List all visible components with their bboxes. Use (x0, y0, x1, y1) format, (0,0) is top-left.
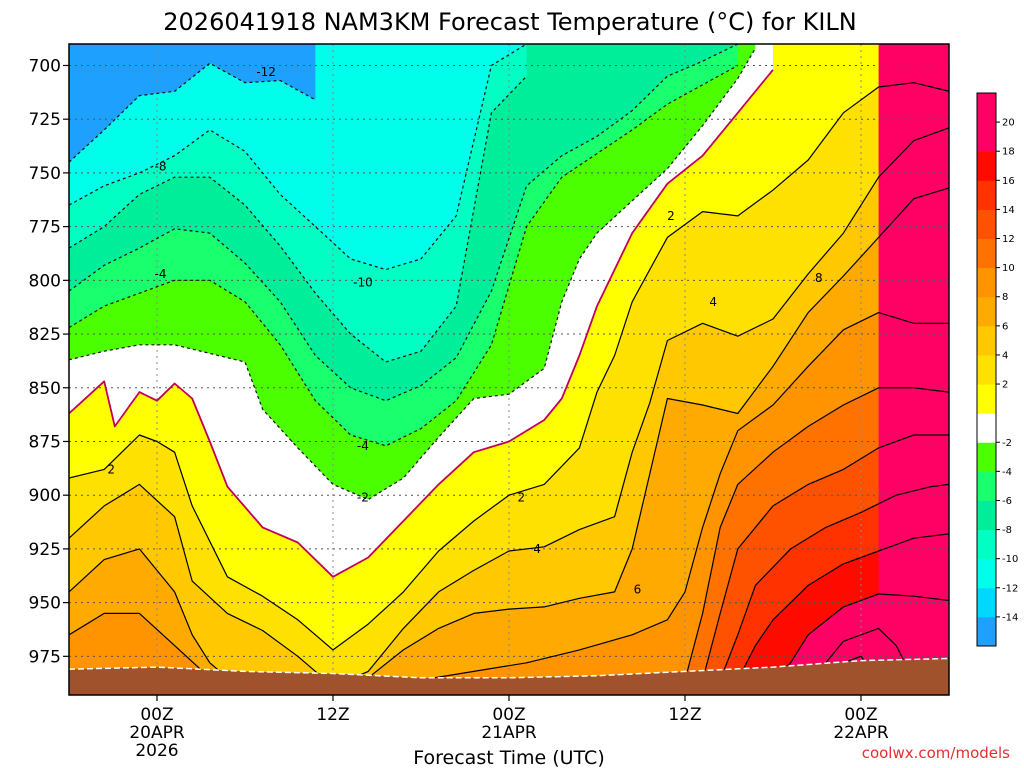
isotherm-line (684, 387, 949, 681)
colorbar-label: 16 (1002, 176, 1015, 187)
y-tick-label: 975 (29, 647, 61, 667)
isotherm-line (69, 127, 949, 687)
contour-label: 6 (634, 583, 642, 597)
ground-surface (69, 657, 949, 695)
isotherm-line (702, 434, 949, 681)
x-tick-label: 20APR (129, 723, 185, 743)
contour-label: -10 (353, 275, 373, 289)
contour-label: -4 (357, 439, 369, 453)
colorbar-swatch (977, 122, 996, 152)
contour-label: -8 (155, 159, 167, 173)
colorbar-swatch (977, 529, 996, 560)
isotherm-line (69, 69, 774, 578)
colorbar-label: -8 (1002, 525, 1012, 536)
y-axis: 700 725 750 775 800 825 850 875 900 925 950 975 (29, 56, 69, 667)
colorbar-label: 2 (1002, 380, 1008, 391)
contour-label: -12 (256, 65, 276, 79)
contour-label: 2 (107, 462, 115, 476)
colorbar-swatch (977, 296, 996, 327)
contour-label: 8 (815, 271, 823, 285)
colorbar-label: -12 (1002, 583, 1018, 594)
colorbar-swatch (977, 151, 996, 181)
x-tick-label: 00Z (844, 705, 877, 725)
colorbar-label: 20 (1002, 118, 1015, 129)
colorbar-frame (976, 92, 997, 647)
x-tick-label: 21APR (481, 723, 537, 743)
colorbar-label: 12 (1002, 234, 1015, 245)
colorbar-swatch (977, 238, 996, 269)
colorbar-swatch (977, 587, 996, 618)
colorbar-swatch (977, 354, 996, 385)
isotherm-line (719, 483, 949, 681)
contour-label: 4 (533, 542, 541, 556)
y-tick-label: 950 (29, 594, 61, 614)
colorbar-swatch (977, 471, 996, 501)
y-tick-label: 800 (29, 271, 61, 291)
colorbar-label: -4 (1002, 467, 1012, 478)
y-tick-label: 900 (29, 486, 61, 506)
colorbar-label: 4 (1002, 350, 1008, 361)
colorbar-swatch (977, 325, 996, 356)
contour-label: 4 (709, 295, 717, 309)
colorbar-label: 18 (1002, 147, 1015, 158)
contour-label: -2 (357, 490, 369, 504)
colorbar-swatch (977, 384, 996, 414)
y-tick-label: 875 (29, 432, 61, 452)
x-tick-label: 00Z (140, 705, 173, 725)
x-tick-label: 12Z (316, 705, 349, 725)
contour-labels: -12 -8 -4 -10 -4 -2 2 2 4 6 2 4 8 (107, 65, 822, 597)
contour-label: 2 (517, 490, 525, 504)
isotherm-line (69, 44, 739, 402)
colorbar-swatch (977, 209, 996, 240)
colorbar-label: 8 (1002, 292, 1008, 303)
colorbar-swatch (977, 93, 996, 123)
colorbar-swatch (977, 558, 996, 589)
x-tick-label: 12Z (668, 705, 701, 725)
ground-fill (69, 657, 949, 695)
colorbar-swatch (977, 442, 996, 472)
y-tick-label: 775 (29, 218, 61, 238)
colorbar-label: -6 (1002, 496, 1012, 507)
colorbar-swatch (977, 500, 996, 531)
colorbar-label: 6 (1002, 321, 1008, 332)
isotherm-line (69, 64, 739, 447)
isotherm-line (69, 62, 316, 163)
isotherm-line (737, 533, 949, 681)
isotherm-line (69, 75, 528, 363)
contour-label: -4 (155, 267, 167, 281)
x-axis-label: Forecast Time (UTC) (413, 747, 604, 768)
isotherm-line (69, 44, 527, 271)
y-tick-label: 700 (29, 56, 61, 76)
colorbar-swatch (977, 180, 996, 210)
colorbar-label: 10 (1002, 263, 1015, 274)
band-22 (825, 44, 949, 695)
grid-lines (69, 44, 949, 695)
colorbar-label: -10 (1002, 554, 1018, 565)
colorbar-label: -14 (1002, 612, 1018, 623)
plot-area: -12 -8 -4 -10 -4 -2 2 2 4 6 2 4 8 (69, 44, 949, 695)
y-tick-label: 750 (29, 164, 61, 184)
colorbar-label: -2 (1002, 438, 1012, 449)
isotherm-line (69, 187, 949, 687)
y-tick-label: 825 (29, 325, 61, 345)
x-tick-label: 22APR (833, 723, 889, 743)
isotherm-line (69, 82, 949, 651)
x-tick-label: 2026 (135, 741, 178, 761)
credit-text: coolwx.com/models (862, 744, 1010, 762)
colorbar-swatch (977, 413, 996, 443)
x-tick-label: 00Z (492, 705, 525, 725)
y-tick-label: 725 (29, 110, 61, 130)
colorbar-label: 14 (1002, 205, 1015, 216)
isotherm-line (772, 593, 949, 681)
colorbar: -14 -12 -10 -8 -6 -4 -2 2 4 6 8 10 12 14 16 18 20 (976, 92, 1018, 647)
y-tick-label: 850 (29, 379, 61, 399)
contour-label: 2 (667, 209, 675, 223)
y-tick-label: 925 (29, 540, 61, 560)
colorbar-swatch (977, 616, 996, 647)
colorbar-swatch (977, 267, 996, 298)
chart-title: 2026041918 NAM3KM Forecast Temperature (… (163, 8, 856, 36)
